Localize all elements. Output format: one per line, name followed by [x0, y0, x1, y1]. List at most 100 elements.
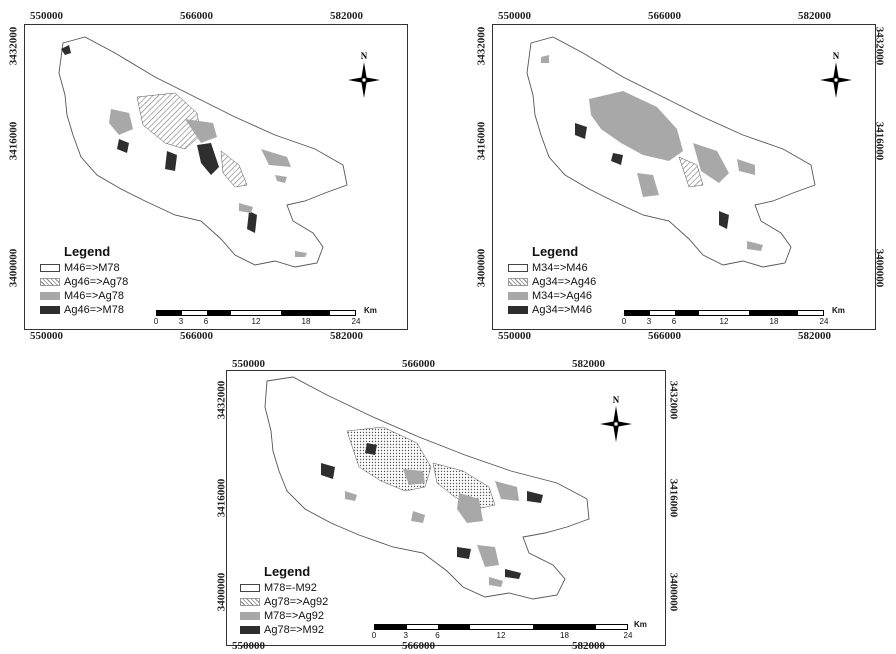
- legend-item: M46=>Ag78: [40, 289, 128, 303]
- bottom-coord: 550000: [30, 330, 63, 342]
- left-coord: 3432000: [7, 26, 20, 66]
- legend-title: Legend: [64, 244, 111, 259]
- map-frame: [492, 24, 876, 330]
- scale-tick: 0: [621, 317, 627, 326]
- legend-label: M34=>Ag46: [532, 290, 592, 302]
- legend-swatch: [40, 278, 60, 286]
- scale-bar-track: [624, 310, 824, 316]
- scale-tick: 24: [819, 317, 829, 326]
- scale-tick: 0: [371, 631, 377, 640]
- legend-item: M34=>M46: [508, 261, 596, 275]
- study-area-map: [58, 36, 348, 268]
- left-coord: 3432000: [475, 26, 488, 66]
- legend-swatch: [240, 626, 260, 634]
- legend-swatch: [40, 306, 60, 314]
- right-coord: 3416000: [667, 478, 680, 518]
- north-arrow-icon: N: [348, 51, 380, 98]
- study-area-map: [526, 36, 816, 268]
- legend-item: Ag34=>Ag46: [508, 275, 596, 289]
- top-coord: 550000: [498, 10, 531, 22]
- legend-item: Ag46=>Ag78: [40, 275, 128, 289]
- map-panel-3: 550000 566000 582000 3432000 3416000 340…: [206, 352, 696, 654]
- legend-label: M78=-M92: [264, 582, 317, 594]
- legend: Legend M46=>M78 Ag46=>Ag78 M46=>Ag78 Ag4…: [40, 244, 128, 317]
- scale-tick: 12: [251, 317, 261, 326]
- scale-tick: 18: [301, 317, 311, 326]
- legend-item: M78=>Ag92: [240, 609, 328, 623]
- bottom-coord: 550000: [232, 640, 265, 652]
- legend-item: Ag78=>Ag92: [240, 595, 328, 609]
- map-panel-2: 550000 566000 582000 3432000 3416000 340…: [468, 0, 896, 342]
- scale-tick: 24: [623, 631, 633, 640]
- legend-swatch: [40, 292, 60, 300]
- north-arrow: N: [344, 50, 384, 102]
- legend-label: Ag34=>M46: [532, 304, 592, 316]
- scale-tick: 12: [496, 631, 506, 640]
- scale-tick: 6: [671, 317, 677, 326]
- legend-label: Ag46=>Ag78: [64, 276, 129, 288]
- legend-swatch: [508, 278, 528, 286]
- scale-tick: 18: [560, 631, 569, 640]
- map-frame: [226, 370, 666, 646]
- legend-label: M78=>Ag92: [264, 610, 324, 622]
- legend-title: Legend: [264, 564, 311, 579]
- north-label: N: [833, 51, 840, 61]
- legend-label: Ag78=>Ag92: [264, 596, 329, 608]
- right-coord: 3432000: [667, 380, 680, 420]
- top-coord: 566000: [402, 358, 435, 370]
- scale-tick: 18: [769, 317, 779, 326]
- legend-label: Ag46=>M78: [64, 304, 124, 316]
- north-label: N: [361, 51, 368, 61]
- scale-tick: 3: [403, 631, 408, 640]
- scale-bar: 0 3 6 12 18 24 Km: [621, 306, 845, 326]
- legend-label: M34=>M46: [532, 262, 588, 274]
- legend-swatch: [508, 264, 528, 272]
- legend: Legend M34=>M46 Ag34=>Ag46 M34=>Ag46 Ag3…: [508, 244, 596, 317]
- scale-bar-track: [156, 310, 356, 316]
- bottom-coord: 582000: [572, 640, 605, 652]
- north-arrow: N: [596, 394, 636, 446]
- scale-tick: 3: [178, 317, 184, 326]
- top-coord: 566000: [648, 10, 681, 22]
- bottom-coord: 550000: [498, 330, 531, 342]
- top-coord: 582000: [798, 10, 831, 22]
- map-frame: [24, 24, 408, 330]
- scale-unit: Km: [364, 306, 377, 315]
- right-coord: 3400000: [667, 572, 680, 612]
- study-area-map: [264, 376, 590, 600]
- scale-tick: 12: [719, 317, 729, 326]
- legend-title: Legend: [532, 244, 579, 259]
- top-coord: 550000: [30, 10, 63, 22]
- legend-swatch: [240, 612, 260, 620]
- north-label: N: [613, 395, 620, 405]
- legend-item: M46=>M78: [40, 261, 128, 275]
- scale-tick: 6: [435, 631, 440, 640]
- top-coord: 582000: [572, 358, 605, 370]
- left-coord: 3400000: [475, 248, 488, 288]
- legend-swatch: [508, 306, 528, 314]
- legend-item: Ag46=>M78: [40, 303, 128, 317]
- legend-swatch: [240, 598, 260, 606]
- legend-label: M46=>Ag78: [64, 290, 124, 302]
- top-coord: 582000: [330, 10, 363, 22]
- left-coord: 3416000: [7, 121, 20, 161]
- legend-item: M34=>Ag46: [508, 289, 596, 303]
- map-panel-1: 550000 566000 582000 3432000 3416000 340…: [0, 0, 440, 342]
- legend-item: Ag34=>M46: [508, 303, 596, 317]
- scale-tick: 0: [153, 317, 159, 326]
- north-arrow: N: [816, 50, 856, 102]
- scale-bar-track: [374, 624, 628, 630]
- scale-unit: Km: [832, 306, 845, 315]
- left-coord: 3400000: [7, 248, 20, 288]
- legend-swatch: [508, 292, 528, 300]
- bottom-coord: 566000: [648, 330, 681, 342]
- top-coord: 566000: [180, 10, 213, 22]
- legend-item: Ag78=>M92: [240, 623, 328, 637]
- legend-item: M78=-M92: [240, 581, 328, 595]
- legend: Legend M78=-M92 Ag78=>Ag92 M78=>Ag92 Ag7…: [240, 564, 328, 637]
- scale-unit: Km: [634, 620, 647, 629]
- scale-tick: 6: [203, 317, 209, 326]
- legend-swatch: [40, 264, 60, 272]
- bottom-coord: 582000: [798, 330, 831, 342]
- scale-bar: 0 3 6 12 18 24 Km: [153, 306, 377, 326]
